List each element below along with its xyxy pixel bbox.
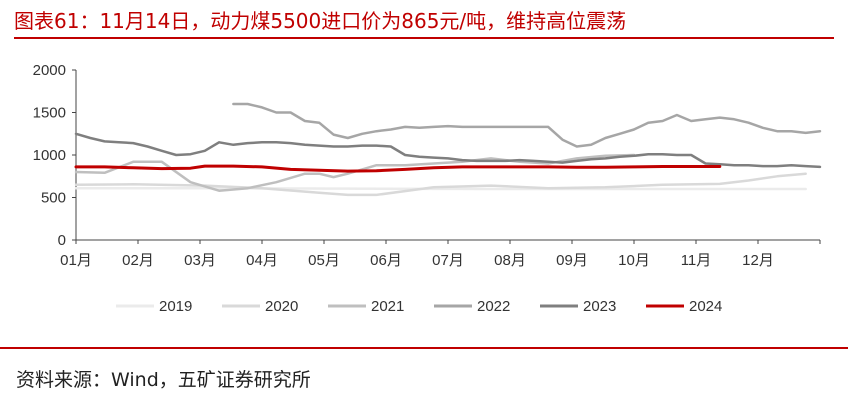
legend-label-2020: 2020 xyxy=(265,298,298,315)
y-tick-label: 500 xyxy=(41,190,66,207)
series-line-2023 xyxy=(74,132,822,169)
x-tick-label: 09月 xyxy=(556,252,588,269)
axes: 0 500 1000 1500 2000 01月 02月 03月 04月 05月 06月 07月 08月… xyxy=(33,62,821,269)
legend-label-2024: 2024 xyxy=(689,298,722,315)
legend-label-2019: 2019 xyxy=(159,298,192,315)
y-tick-label: 0 xyxy=(58,232,66,249)
x-tick-label: 12月 xyxy=(742,252,774,269)
x-tick-label: 11月 xyxy=(681,252,712,269)
title-divider xyxy=(14,37,834,39)
x-tick-label: 04月 xyxy=(246,252,278,269)
x-tick-label: 03月 xyxy=(184,252,216,269)
series-line-2020 xyxy=(74,172,807,197)
x-tick-label: 01月 xyxy=(60,252,92,269)
series-lines xyxy=(74,102,822,197)
x-tick-label: 02月 xyxy=(122,252,154,269)
source-note: 资料来源：Wind，五矿证券研究所 xyxy=(16,369,311,391)
legend-label-2023: 2023 xyxy=(583,298,616,315)
legend-label-2022: 2022 xyxy=(477,298,510,315)
series-line-2024 xyxy=(74,164,722,173)
x-tick-label: 06月 xyxy=(370,252,402,269)
legend-label-2021: 2021 xyxy=(371,298,404,315)
x-tick-label: 07月 xyxy=(432,252,464,269)
x-tick-label: 05月 xyxy=(308,252,340,269)
line-chart: 0 500 1000 1500 2000 01月 02月 03月 04月 05月 06月 07月 08月… xyxy=(33,62,822,315)
series-line-2022 xyxy=(232,102,822,148)
source-divider xyxy=(0,347,848,349)
x-tick-label: 10月 xyxy=(618,252,650,269)
y-tick-label: 2000 xyxy=(33,62,66,79)
x-tick-label: 08月 xyxy=(494,252,526,269)
y-tick-label: 1500 xyxy=(33,105,66,122)
legend: 2019 2020 2021 2022 2023 2024 xyxy=(116,298,722,315)
y-tick-label: 1000 xyxy=(33,147,66,164)
chart-title: 图表61：11月14日，动力煤5500进口价为865元/吨，维持高位震荡 xyxy=(14,9,627,33)
